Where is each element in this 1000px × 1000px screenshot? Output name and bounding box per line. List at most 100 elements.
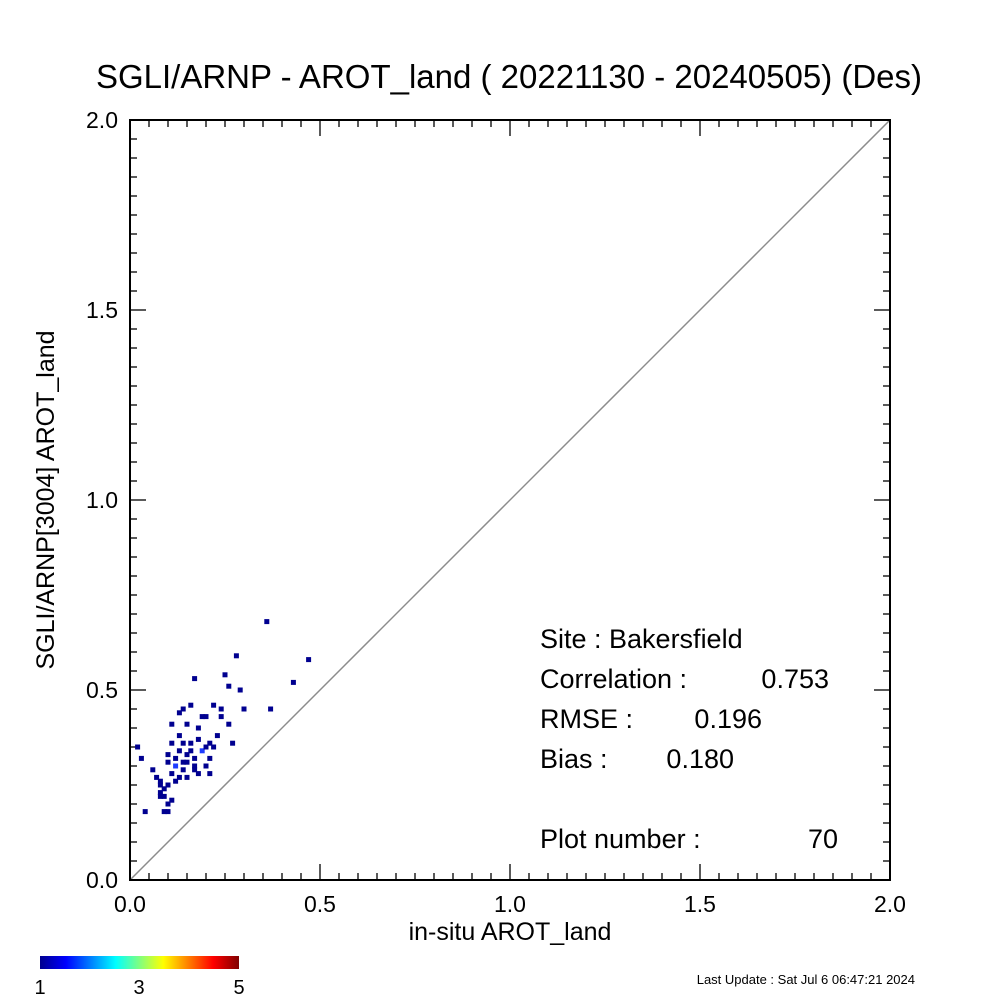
data-point	[195, 736, 201, 742]
axis-ticks	[129, 119, 891, 881]
y-tick-label: 1.5	[86, 297, 118, 323]
data-point	[218, 706, 224, 712]
data-point	[184, 774, 190, 780]
data-point	[226, 721, 232, 727]
data-point	[188, 740, 194, 746]
data-point	[203, 714, 209, 720]
data-point	[226, 683, 232, 689]
x-tick-label: 0.0	[114, 891, 146, 917]
data-point	[180, 767, 186, 773]
data-point	[290, 679, 296, 685]
data-point	[211, 702, 217, 708]
data-point	[180, 759, 186, 765]
y-tick-label: 1.0	[86, 487, 118, 513]
data-point	[192, 767, 198, 773]
data-point	[264, 619, 270, 625]
data-point	[237, 687, 243, 693]
stats-panel: Site : Bakersfield Correlation : 0.753 R…	[540, 624, 838, 854]
data-point	[195, 725, 201, 731]
data-point	[169, 740, 175, 746]
data-point	[192, 763, 198, 769]
data-point	[241, 706, 247, 712]
x-tick-label: 2.0	[874, 891, 906, 917]
data-point	[184, 752, 190, 758]
bias-label: Bias :	[540, 744, 608, 774]
rmse-label: RMSE :	[540, 704, 633, 734]
data-point	[199, 714, 205, 720]
data-point	[157, 782, 163, 788]
x-tick-label: 0.5	[304, 891, 336, 917]
data-point	[222, 672, 228, 678]
one-to-one-line	[129, 119, 891, 881]
data-point	[142, 809, 148, 815]
data-point	[173, 763, 179, 769]
y-axis-label: SGLI/ARNP[3004] AROT_land	[32, 330, 60, 669]
data-points	[135, 619, 312, 815]
data-point	[176, 748, 182, 754]
colorbar-min-label: 1	[34, 977, 45, 999]
x-tick-label: 1.5	[684, 891, 716, 917]
data-point	[180, 740, 186, 746]
site-text: Site : Bakersfield	[540, 624, 743, 654]
data-point	[306, 657, 312, 663]
data-point	[173, 755, 179, 761]
data-point	[218, 714, 224, 720]
data-point	[154, 774, 160, 780]
data-point	[268, 706, 274, 712]
y-tick-label: 2.0	[86, 107, 118, 133]
data-point	[184, 759, 190, 765]
colorbar-mid-label: 3	[133, 977, 144, 999]
data-point	[169, 797, 175, 803]
data-point	[169, 721, 175, 727]
data-point	[188, 748, 194, 754]
data-point	[184, 721, 190, 727]
chart-title: SGLI/ARNP - AROT_land ( 20221130 - 20240…	[96, 58, 922, 95]
plot-number-value: 70	[808, 824, 838, 854]
y-tick-labels: 0.0 0.5 1.0 1.5 2.0	[86, 107, 118, 893]
last-update-text: Last Update : Sat Jul 6 06:47:21 2024	[697, 972, 915, 987]
data-point	[173, 778, 179, 784]
y-tick-label: 0.5	[86, 677, 118, 703]
data-point	[157, 790, 163, 796]
data-point	[207, 771, 213, 777]
data-point	[176, 710, 182, 716]
plot-number-label: Plot number :	[540, 824, 701, 854]
data-point	[161, 793, 167, 799]
data-point	[180, 706, 186, 712]
data-point	[199, 748, 205, 754]
data-point	[165, 759, 171, 765]
plot-frame	[129, 119, 891, 881]
colorbar-max-label: 5	[233, 977, 244, 999]
data-point	[211, 744, 217, 750]
data-point	[138, 755, 144, 761]
data-point	[157, 778, 163, 784]
correlation-label: Correlation :	[540, 664, 687, 694]
data-point	[214, 733, 220, 739]
rmse-value: 0.196	[694, 704, 762, 734]
data-point	[207, 755, 213, 761]
data-point	[195, 771, 201, 777]
data-point	[135, 744, 141, 750]
y-tick-label: 0.0	[86, 867, 118, 893]
data-point	[192, 676, 198, 682]
x-tick-label: 1.0	[494, 891, 526, 917]
x-tick-labels: 0.0 0.5 1.0 1.5 2.0	[114, 891, 906, 917]
data-point	[192, 755, 198, 761]
colorbar-gradient	[40, 956, 239, 969]
colorbar: 1 3 5	[34, 956, 245, 999]
data-point	[169, 771, 175, 777]
correlation-value: 0.753	[761, 664, 829, 694]
data-point	[230, 740, 236, 746]
data-point	[233, 653, 239, 659]
data-point	[157, 793, 163, 799]
data-point	[188, 702, 194, 708]
data-point	[176, 733, 182, 739]
data-point	[161, 809, 167, 815]
data-point	[165, 809, 171, 815]
data-point	[165, 782, 171, 788]
data-point	[176, 774, 182, 780]
bias-value: 0.180	[666, 744, 734, 774]
data-point	[161, 786, 167, 792]
data-point	[203, 744, 209, 750]
